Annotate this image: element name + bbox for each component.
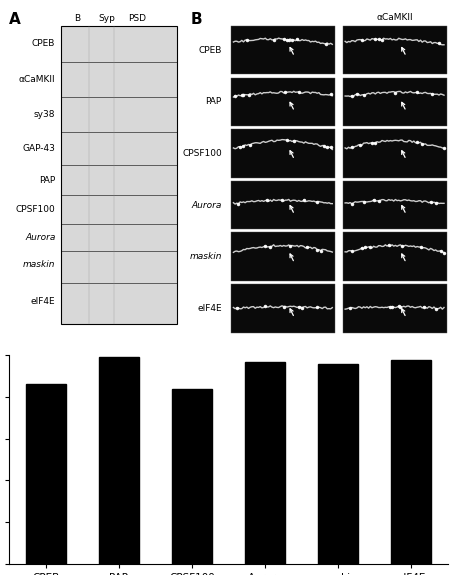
Text: CPSF100: CPSF100 [182,149,222,158]
Text: B: B [74,14,81,23]
Bar [343,129,446,178]
Text: PAP: PAP [39,177,55,185]
Text: Syp: Syp [98,14,115,23]
Text: Aurora: Aurora [25,233,55,242]
Bar [245,362,285,564]
Bar [318,363,358,564]
Text: CPEB: CPEB [32,39,55,48]
Text: sy38: sy38 [34,110,55,119]
Bar [231,232,335,281]
Text: CPEB: CPEB [198,46,222,55]
Text: maskin: maskin [23,260,55,269]
Text: A: A [9,12,21,26]
Bar [60,26,177,324]
Text: maskin: maskin [189,252,222,261]
Bar [99,358,139,564]
Bar [343,78,446,126]
Text: B: B [191,12,202,26]
Bar [231,181,335,229]
Text: CPSF100: CPSF100 [16,205,55,214]
Bar [231,78,335,126]
Bar [26,385,66,564]
Bar [343,232,446,281]
Bar [172,389,212,564]
Bar [231,284,335,332]
Bar [343,26,446,74]
Bar [231,129,335,178]
Text: αCaMKII: αCaMKII [19,75,55,84]
Text: αCaMKII: αCaMKII [376,13,413,22]
Text: PSD: PSD [128,14,146,23]
Text: Aurora: Aurora [191,201,222,209]
Bar [343,284,446,332]
Text: GAP-43: GAP-43 [22,144,55,153]
Bar [343,181,446,229]
Bar [231,26,335,74]
Text: eIF4E: eIF4E [197,304,222,313]
Text: eIF4E: eIF4E [31,297,55,306]
Text: PAP: PAP [206,97,222,106]
Bar [391,359,431,564]
